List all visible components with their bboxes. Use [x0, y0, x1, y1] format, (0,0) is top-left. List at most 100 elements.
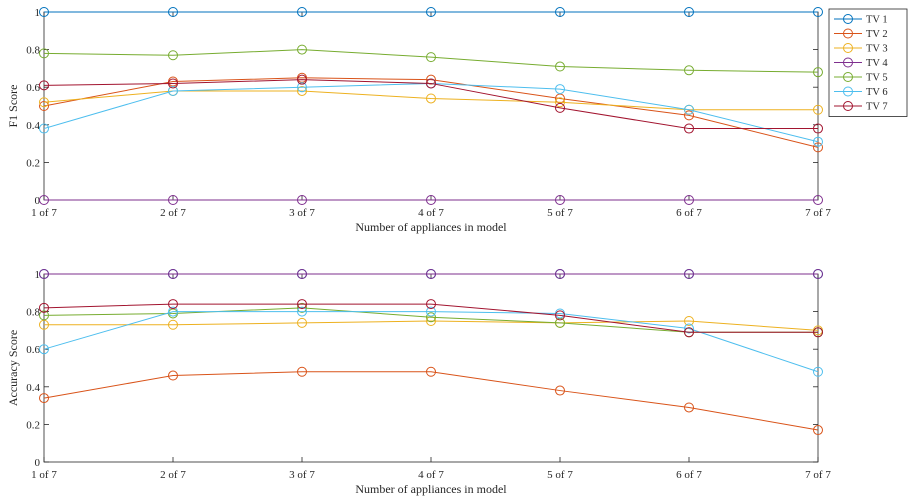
- data-point: [684, 195, 694, 205]
- accuracy-score-chart: 0 0.2 0.4 0.6 0.8 1 1 of 7 2 of 7 3 of 7 4 of 7 5 …: [6, 269, 831, 496]
- data-point: [39, 123, 49, 134]
- series-line: [43, 79, 818, 130]
- y-tick-label: 0.4: [26, 382, 40, 394]
- x-tick-label: 4 of 7: [418, 469, 444, 481]
- legend-item: TV 6: [834, 86, 888, 98]
- legend-item: TV 4: [834, 57, 888, 69]
- data-point: [297, 44, 307, 55]
- data-point: [168, 269, 178, 279]
- x-tick-label: 2 of 7: [160, 207, 186, 219]
- y-axis-label: F1 Score: [6, 85, 20, 128]
- series-tv-7: [39, 74, 823, 134]
- data-point: [39, 393, 49, 404]
- data-point: [426, 366, 436, 377]
- legend-label: TV 6: [866, 87, 888, 98]
- data-point: [297, 195, 307, 205]
- legend-label: TV 3: [866, 44, 888, 55]
- data-point: [39, 80, 49, 91]
- y-tick-label: 0.8: [26, 45, 40, 57]
- y-tick-label: 0.6: [26, 82, 40, 94]
- data-point: [297, 74, 307, 85]
- data-point: [684, 323, 694, 334]
- x-tick-label: 5 of 7: [547, 207, 573, 219]
- data-point: [684, 269, 694, 279]
- legend-marker: [843, 14, 853, 24]
- y-tick-label: 1: [35, 269, 41, 281]
- data-point: [39, 97, 49, 108]
- data-point: [39, 310, 49, 321]
- series-line: [43, 311, 819, 373]
- data-point: [684, 327, 694, 338]
- data-point: [168, 78, 178, 89]
- plot-area: [43, 273, 819, 463]
- data-point: [168, 7, 178, 17]
- data-point: [555, 385, 565, 396]
- data-point: [813, 123, 823, 134]
- legend-marker: [843, 57, 853, 68]
- series-tv-7: [39, 299, 823, 338]
- plot-area: [43, 11, 819, 201]
- series-tv-6: [39, 306, 823, 377]
- data-point: [813, 104, 823, 115]
- data-point: [426, 312, 436, 323]
- data-point: [168, 319, 178, 330]
- x-tick-label: 3 of 7: [289, 469, 315, 481]
- x-tick-label: 2 of 7: [160, 469, 186, 481]
- data-point: [39, 195, 49, 205]
- legend-label: TV 2: [866, 29, 888, 40]
- data-point: [39, 269, 49, 279]
- data-point: [684, 104, 694, 115]
- data-point: [555, 84, 565, 95]
- series-tv-5: [39, 44, 823, 78]
- x-tick-label: 1 of 7: [31, 469, 57, 481]
- legend-item: TV 1: [834, 14, 888, 26]
- legend-label: TV 1: [866, 15, 888, 26]
- data-point: [426, 195, 436, 205]
- series-tv-4: [39, 195, 823, 205]
- data-point: [297, 366, 307, 377]
- legend-item: TV 3: [834, 43, 888, 55]
- data-point: [168, 85, 178, 96]
- legend-label: TV 7: [866, 102, 888, 113]
- data-point: [555, 269, 565, 279]
- data-point: [39, 344, 49, 355]
- x-axis-label: Number of appliances in model: [355, 482, 507, 496]
- data-point: [813, 142, 823, 153]
- data-point: [297, 269, 307, 279]
- data-point: [555, 7, 565, 17]
- x-tick-label: 7 of 7: [805, 469, 831, 481]
- data-point: [813, 269, 823, 279]
- y-tick-label: 0.2: [26, 157, 40, 169]
- series-tv-3: [39, 85, 823, 115]
- series-tv-6: [39, 78, 823, 147]
- y-tick-label: 0.2: [26, 419, 40, 431]
- data-point: [555, 61, 565, 72]
- data-point: [555, 97, 565, 108]
- data-point: [684, 316, 694, 326]
- y-tick-label: 0.4: [26, 120, 40, 132]
- data-point: [555, 102, 565, 113]
- x-tick-label: 6 of 7: [676, 469, 702, 481]
- data-point: [426, 299, 436, 310]
- data-point: [168, 50, 178, 61]
- x-tick-label: 4 of 7: [418, 207, 444, 219]
- y-tick-label: 0: [35, 457, 41, 469]
- legend-marker: [843, 86, 853, 97]
- x-tick-label: 1 of 7: [31, 207, 57, 219]
- legend-item: TV 7: [834, 101, 888, 113]
- x-axis-label: Number of appliances in model: [355, 220, 507, 234]
- y-tick-label: 0.6: [26, 344, 40, 356]
- y-tick-label: 0.8: [26, 307, 40, 319]
- data-point: [426, 306, 436, 317]
- x-tick-label: 3 of 7: [289, 207, 315, 219]
- data-point: [813, 7, 823, 17]
- legend-marker: [843, 43, 853, 53]
- legend-marker: [843, 101, 853, 111]
- data-point: [39, 101, 49, 111]
- data-point: [813, 67, 823, 78]
- x-tick-label: 7 of 7: [805, 207, 831, 219]
- data-point: [297, 302, 307, 313]
- y-axis-label: Accuracy Score: [6, 330, 20, 406]
- data-point: [813, 366, 823, 377]
- legend-label: TV 4: [866, 58, 888, 69]
